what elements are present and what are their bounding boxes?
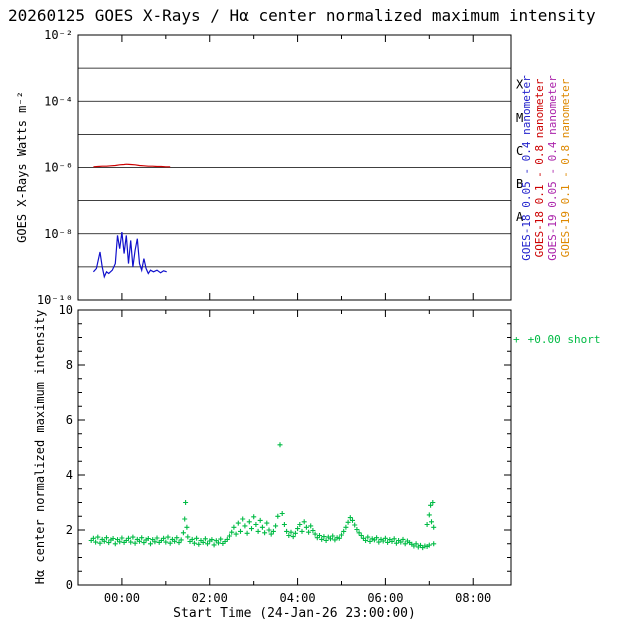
xray-y-tick-label: 10⁻² xyxy=(44,28,73,42)
top-y-axis-label: GOES X-Rays Watts m⁻² xyxy=(15,91,29,243)
xray-y-tick-label: 10⁻⁴ xyxy=(44,94,73,108)
xray-y-tick-label: 10⁻⁶ xyxy=(44,161,73,175)
bottom-y-axis-label: Hα center normalized maximum intensity xyxy=(33,309,47,585)
halpha-y-tick-label: 6 xyxy=(66,413,73,427)
flare-class-label-X: X xyxy=(516,78,524,92)
halpha-y-tick-label: 2 xyxy=(66,523,73,537)
time-tick-label: 04:00 xyxy=(280,591,316,605)
time-tick-label: 06:00 xyxy=(367,591,403,605)
legend-goes19-short: GOES-19 0.05 - 0.4 nanometer xyxy=(546,75,559,261)
xray-y-tick-label: 10⁻¹⁰ xyxy=(37,293,73,307)
plus-marker-icon: + xyxy=(513,333,520,346)
halpha-y-tick-label: 8 xyxy=(66,358,73,372)
time-tick-label: 08:00 xyxy=(455,591,491,605)
scatter-legend-label: +0.00 short xyxy=(527,333,601,346)
page-title: 20260125 GOES X-Rays / Hα center normali… xyxy=(8,6,596,25)
legend-goes18-long: GOES-18 0.1 - 0.8 nanometer xyxy=(533,78,546,258)
halpha-y-tick-label: 10 xyxy=(59,303,73,317)
flare-class-label-B: B xyxy=(516,177,523,191)
xray-y-tick-label: 10⁻⁸ xyxy=(44,227,73,241)
halpha-y-tick-label: 0 xyxy=(66,578,73,592)
legend-goes19-long: GOES-19 0.1 - 0.8 nanometer xyxy=(559,78,572,258)
flare-class-label-C: C xyxy=(516,144,523,158)
legend-goes18-short: GOES-18 0.05 - 0.4 nanometer xyxy=(520,75,533,261)
scatter-legend: + +0.00 short xyxy=(513,333,600,346)
halpha-scatter-points xyxy=(88,442,437,551)
flare-class-label-A: A xyxy=(516,210,524,224)
halpha-y-tick-label: 4 xyxy=(66,468,73,482)
bottom-panel-frame xyxy=(77,309,512,586)
time-tick-label: 02:00 xyxy=(192,591,228,605)
x-axis-label: Start Time (24-Jan-26 23:00:00) xyxy=(173,606,416,621)
xray-series-0 xyxy=(92,232,167,279)
flare-class-label-M: M xyxy=(516,111,523,125)
xray-series-1 xyxy=(93,163,171,168)
time-tick-label: 00:00 xyxy=(104,591,140,605)
